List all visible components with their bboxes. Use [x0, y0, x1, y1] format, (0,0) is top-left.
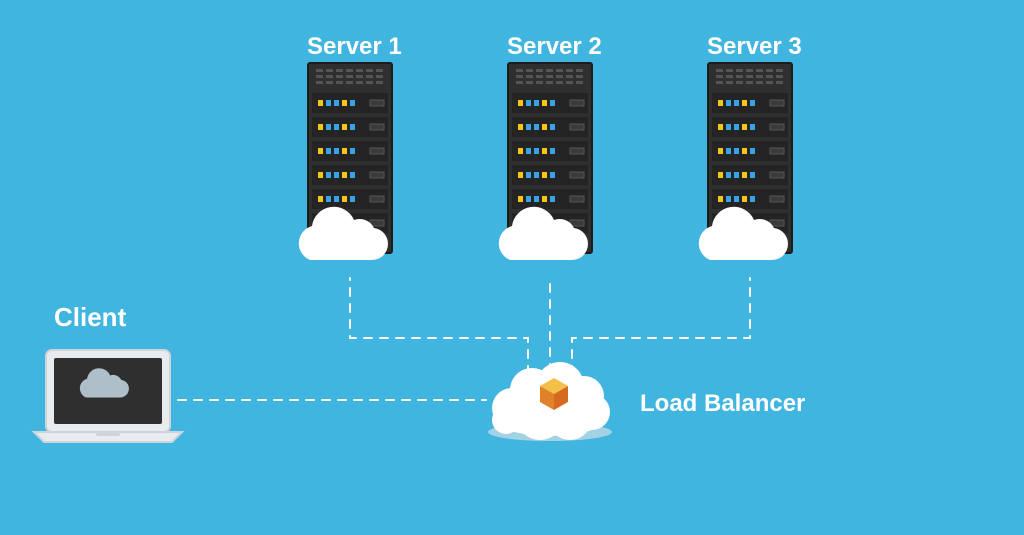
client-label: Client: [54, 302, 126, 333]
load-balancer-icon: [488, 362, 612, 441]
connection-line: [572, 278, 750, 374]
server2-label: Server 2: [507, 33, 602, 61]
connection-line: [350, 278, 528, 374]
server3-label: Server 3: [707, 33, 802, 61]
server1-label: Server 1: [307, 33, 402, 61]
lb-label: Load Balancer: [640, 390, 805, 418]
laptop-icon: [34, 350, 182, 442]
